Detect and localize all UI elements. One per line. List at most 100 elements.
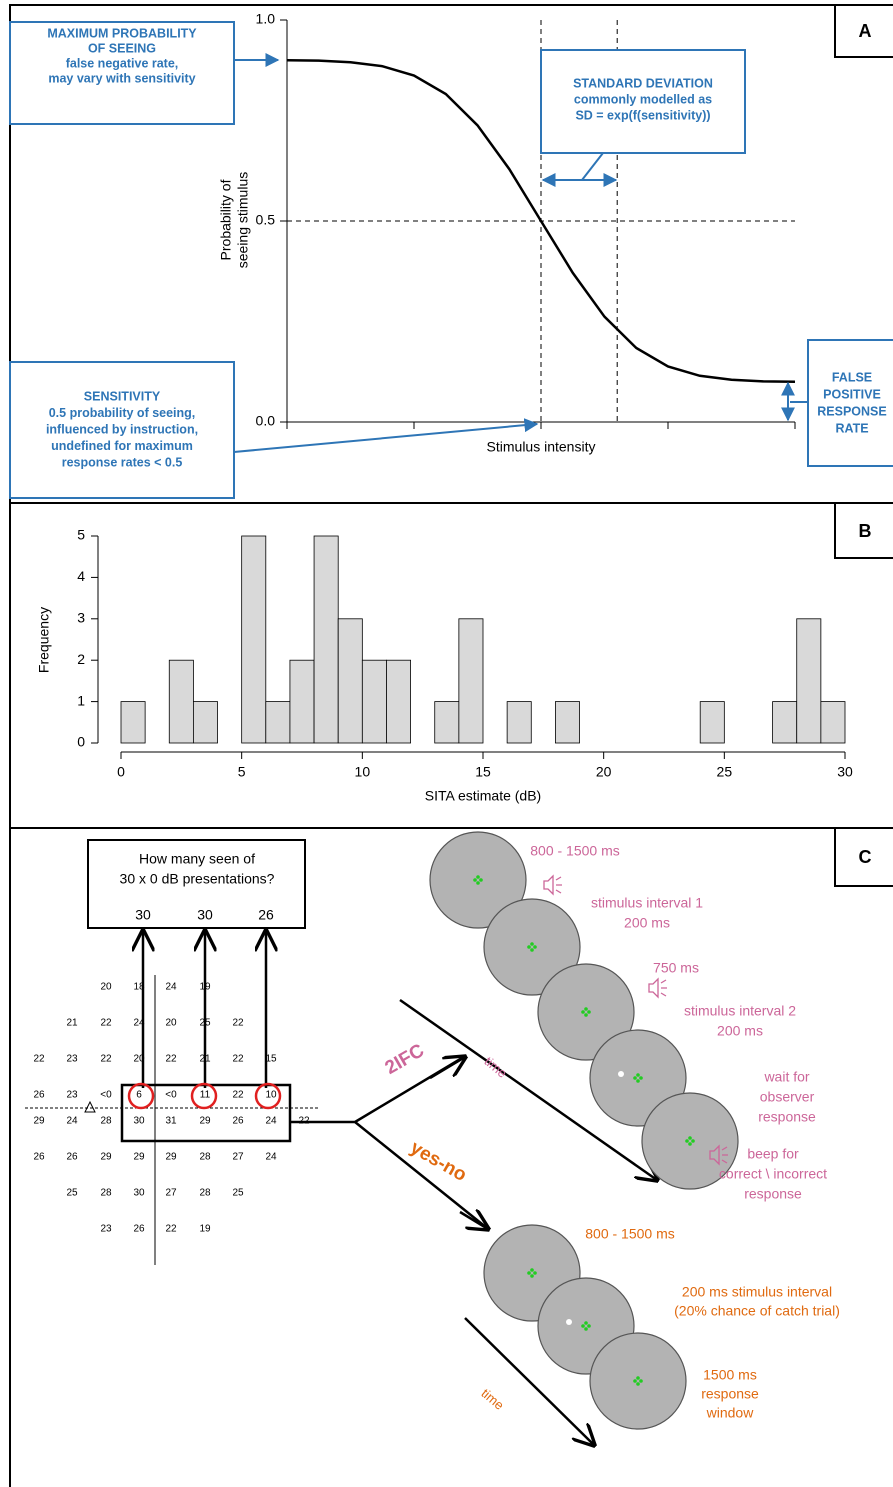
field-value: 31 [165, 1116, 177, 1127]
speaker-icon [648, 977, 667, 999]
time-label: time [481, 1054, 509, 1081]
stimulus-disc [641, 1092, 739, 1190]
field-value: 26 [133, 1224, 145, 1235]
field-value: 26 [232, 1116, 244, 1127]
field-value: 20 [100, 982, 112, 993]
panel-frames [9, 4, 893, 1487]
fixation-dot [533, 1271, 537, 1275]
annotation-text: undefined for maximum [51, 439, 193, 453]
annotation-text: commonly modelled as [574, 92, 712, 106]
annotation-text: false negative rate, [66, 56, 179, 70]
field-value: 29 [100, 1152, 112, 1163]
task-label: 2IFC [382, 1040, 428, 1079]
fixation-dot [584, 1007, 588, 1011]
x-tick-label: 15 [475, 764, 491, 780]
task-label: yes-no [406, 1137, 470, 1186]
field-value: 20 [165, 1018, 177, 1029]
field-value: 22 [33, 1054, 45, 1065]
step-text: 200 ms [717, 1023, 763, 1039]
y-tick-label: 5 [77, 527, 85, 543]
y-tick-label: 4 [77, 568, 85, 584]
field-value: 27 [165, 1188, 177, 1199]
bar [265, 701, 291, 744]
stimulus-disc [589, 1332, 687, 1430]
bar [772, 701, 798, 744]
field-value: 26 [66, 1152, 78, 1163]
x-tick-label: 25 [717, 764, 733, 780]
fixation-dot [691, 1139, 695, 1143]
annotation-box [807, 339, 893, 467]
seen-count: 30 [197, 907, 213, 923]
step-text: 800 - 1500 ms [585, 1226, 675, 1242]
field-value: 21 [199, 1054, 211, 1065]
arrow [429, 1057, 465, 1080]
field-value: 30 [133, 1116, 145, 1127]
step-text: wait for [763, 1069, 809, 1085]
fixation-dot [587, 1010, 591, 1014]
field-value: 22 [165, 1054, 177, 1065]
annotation-text: FALSE [832, 370, 872, 384]
x-axis-title: SITA estimate (dB) [425, 788, 541, 804]
field-value: 26 [33, 1090, 45, 1101]
annotation-text: 0.5 probability of seeing, [49, 406, 196, 420]
bar [434, 701, 460, 744]
field-value: <0 [165, 1090, 177, 1101]
field-value: 29 [133, 1152, 145, 1163]
question-box [87, 839, 306, 929]
step-text: observer [760, 1089, 815, 1105]
field-value: 23 [66, 1090, 78, 1101]
bar [192, 701, 218, 744]
bar [120, 701, 146, 744]
branch [290, 1056, 488, 1229]
fixation-dot [527, 1271, 531, 1275]
y-tick-label: 0.0 [256, 413, 276, 429]
fixation-dot [633, 1076, 637, 1080]
bar [361, 659, 387, 744]
fixation-dot [636, 1073, 640, 1077]
field-value: 26 [33, 1152, 45, 1163]
stimulus-dot [566, 1319, 572, 1325]
fixation-dot [530, 942, 534, 946]
fixation-dot [530, 948, 534, 952]
step-text: 1500 ms [703, 1367, 757, 1383]
blind-spot [84, 1100, 96, 1113]
arrow [459, 1212, 488, 1229]
bar [386, 659, 412, 744]
fixation-dot [530, 1274, 534, 1278]
step-text: stimulus interval 1 [591, 895, 703, 911]
field-value: 28 [199, 1188, 211, 1199]
annotation-text: RESPONSE [817, 404, 886, 418]
field-value: 24 [265, 1116, 277, 1127]
field-value: 22 [232, 1018, 244, 1029]
fixation-dot [587, 1324, 591, 1328]
time-label: time [478, 1386, 506, 1413]
bar [820, 701, 846, 744]
question-text: How many seen of [139, 851, 255, 867]
annotation-text: RATE [835, 421, 868, 435]
field-value: 6 [136, 1090, 142, 1101]
fixation-dot [584, 1013, 588, 1017]
field-value: 10 [265, 1090, 277, 1101]
field-value: 29 [199, 1116, 211, 1127]
step-text: 750 ms [653, 960, 699, 976]
y-tick-label: 1 [77, 692, 85, 708]
step-text: stimulus interval 2 [684, 1003, 796, 1019]
fixation-dot [685, 1139, 689, 1143]
step-text: 200 ms stimulus interval [682, 1284, 832, 1300]
fixation-dot [530, 1268, 534, 1272]
field-value: 28 [100, 1116, 112, 1127]
stimulus-disc [429, 831, 527, 929]
field-value: 25 [199, 1018, 211, 1029]
field-value: 23 [66, 1054, 78, 1065]
speaker-icon [709, 1144, 728, 1166]
bar [699, 701, 725, 744]
bar [458, 618, 484, 744]
annotation-text: response rates < 0.5 [62, 455, 183, 469]
x-tick-label: 30 [837, 764, 853, 780]
fixation-dot [584, 1321, 588, 1325]
fixation-dot [473, 878, 477, 882]
panel-label: C [859, 847, 872, 867]
bar [289, 659, 315, 744]
bar [241, 535, 267, 744]
